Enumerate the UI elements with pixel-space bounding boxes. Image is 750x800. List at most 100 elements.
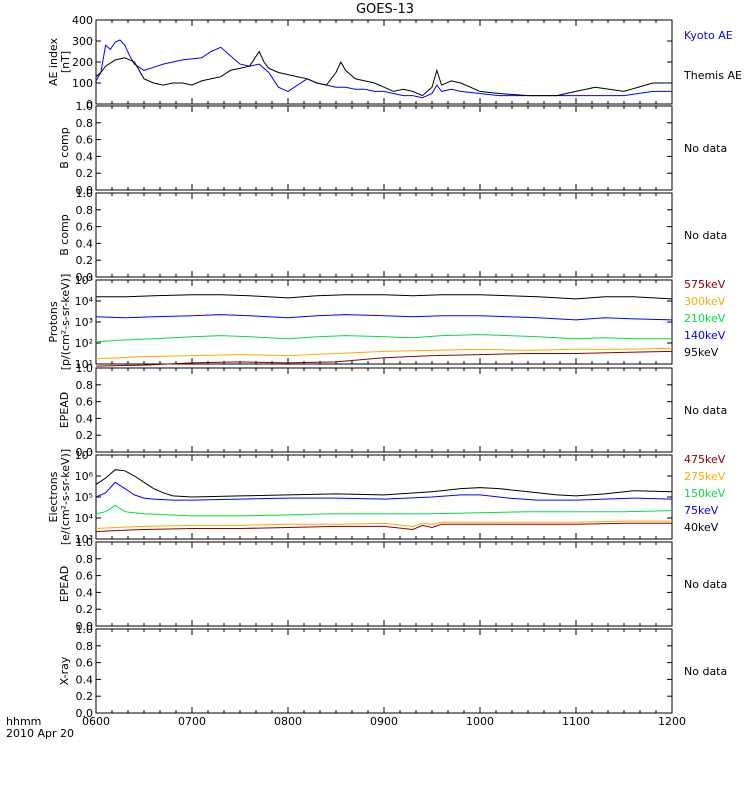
series-line-275kev xyxy=(95,520,672,529)
y-tick-label: 0.2 xyxy=(76,429,94,442)
x-tick-label: 1200 xyxy=(658,715,686,728)
y-tick-label: 0.0 xyxy=(76,620,94,633)
no-data-label: No data xyxy=(684,665,727,678)
series-line-140kev xyxy=(95,314,673,321)
y-axis-label: X-ray xyxy=(58,656,71,685)
y-tick-label: 0.8 xyxy=(76,640,94,653)
y-tick-label: 0.2 xyxy=(76,603,94,616)
y-tick-label: 0 xyxy=(86,98,93,111)
series-line-210kev xyxy=(95,334,672,343)
no-data-label: No data xyxy=(684,229,727,242)
time-axis: 0600 0700 0800 0900 1000 1100 1200 xyxy=(82,715,686,728)
legend-40kev: 40keV xyxy=(684,521,719,534)
y-tick-label: 1.0 xyxy=(76,623,94,636)
y-tick-label: 10⁴ xyxy=(75,512,94,525)
y-tick-label: 200 xyxy=(72,56,93,69)
no-data-label: No data xyxy=(684,578,727,591)
y-axis-label: Protons xyxy=(47,301,60,342)
y-axis-label: [p/(cm²-s-sr-keV)] xyxy=(59,274,72,371)
series-line-150kev xyxy=(95,504,673,517)
y-tick-label: 0.6 xyxy=(76,221,94,234)
legend-themis-ae: Themis AE xyxy=(683,69,742,82)
y-tick-label: 0.0 xyxy=(76,707,94,720)
legend-150kev: 150keV xyxy=(684,487,726,500)
panel-electrons: 10³ 10⁴ 10⁵ 10⁶ 10⁷ Electrons [e/(cm²-s-sr-keV… xyxy=(47,449,726,546)
no-data-label: No data xyxy=(684,404,727,417)
y-axis-label: [nT] xyxy=(59,51,72,73)
x-tick-label: 0700 xyxy=(178,715,206,728)
y-axis-label: B comp xyxy=(58,127,71,169)
y-axis-label: B comp xyxy=(58,214,71,256)
y-tick-label: 100 xyxy=(72,77,93,90)
y-axis-label: [e/(cm²-s-sr-keV)] xyxy=(59,449,72,545)
no-data-label: No data xyxy=(684,142,727,155)
y-tick-label: 0.4 xyxy=(76,237,94,250)
y-tick-label: 10⁵ xyxy=(75,491,93,504)
y-tick-label: 10³ xyxy=(75,316,93,329)
x-tick-label: 1000 xyxy=(466,715,494,728)
panel-bcomp2: 0.0 0.2 0.4 0.6 0.8 1.0 B comp No data xyxy=(58,187,727,284)
panel-xray: 0.0 0.2 0.4 0.6 0.8 1.0 X-ray No data xyxy=(58,623,727,720)
panel-frame xyxy=(95,628,673,714)
legend-kyoto-ae: Kyoto AE xyxy=(684,29,733,42)
y-tick-label: 1.0 xyxy=(76,536,94,549)
panel-frame xyxy=(95,367,673,453)
series-line-300kev xyxy=(95,347,673,360)
y-tick-label: 1.0 xyxy=(76,187,94,200)
series-line-40kev xyxy=(95,469,673,498)
panel-bcomp1: 0.0 0.2 0.4 0.6 0.8 1.0 B comp No data xyxy=(58,100,727,197)
series-line-475kev xyxy=(95,522,672,533)
y-tick-label: 0.8 xyxy=(76,379,94,392)
legend-475kev: 475keV xyxy=(684,453,726,466)
y-tick-label: 10¹ xyxy=(75,358,93,371)
y-tick-label: 0.4 xyxy=(76,412,94,425)
plot-title: GOES-13 xyxy=(356,2,414,17)
y-axis-label: Electrons xyxy=(47,471,60,522)
y-axis-label: AE index xyxy=(47,37,60,86)
y-tick-label: 0.6 xyxy=(76,657,94,670)
legend-75kev: 75keV xyxy=(684,504,719,517)
legend-275kev: 275keV xyxy=(684,470,726,483)
y-tick-label: 10⁴ xyxy=(75,295,94,308)
y-tick-label: 0.8 xyxy=(76,204,94,217)
y-tick-label: 0.2 xyxy=(76,167,94,180)
y-axis-label: EPEAD xyxy=(58,392,71,429)
y-tick-label: 0.4 xyxy=(76,150,94,163)
y-tick-label: 0.0 xyxy=(76,184,94,197)
series-line-75kev xyxy=(95,481,673,501)
y-tick-label: 0.6 xyxy=(76,396,94,409)
y-tick-label: 0.8 xyxy=(76,553,94,566)
y-tick-label: 10³ xyxy=(75,533,93,546)
y-tick-label: 0.8 xyxy=(76,117,94,130)
time-axis-label-date: 2010 Apr 20 xyxy=(6,727,74,740)
series-line-575kev xyxy=(95,350,673,367)
y-tick-label: 0.2 xyxy=(76,254,94,267)
legend-575kev: 575keV xyxy=(684,278,726,291)
y-tick-label: 0.6 xyxy=(76,134,94,147)
y-tick-label: 10⁵ xyxy=(75,274,93,287)
panels: 0 100 200 300 400 AE index [nT] Kyoto AE Themis … xyxy=(47,14,742,728)
legend-210kev: 210keV xyxy=(684,312,726,325)
series-line-95kev xyxy=(96,294,673,300)
panel-epead2: 0.0 0.2 0.4 0.6 0.8 1.0 EPEAD No data xyxy=(58,536,727,633)
y-tick-label: 0.4 xyxy=(76,586,94,599)
y-tick-label: 0.2 xyxy=(76,690,94,703)
x-tick-label: 1100 xyxy=(562,715,590,728)
y-tick-label: 10² xyxy=(75,337,93,350)
series-line-kyoto-ae xyxy=(95,39,672,99)
panel-epead1: 0.0 0.2 0.4 0.6 0.8 1.0 EPEAD No data xyxy=(58,362,727,459)
y-tick-label: 10⁷ xyxy=(75,449,93,462)
legend-140kev: 140keV xyxy=(684,329,726,342)
y-tick-label: 0.0 xyxy=(76,271,94,284)
panel-frame xyxy=(95,541,673,627)
panel-protons: 10¹ 10² 10³ 10⁴ 10⁵ Protons [p/(cm²-s-sr-keV)]… xyxy=(47,274,726,371)
x-tick-label: 0900 xyxy=(370,715,398,728)
y-tick-label: 1.0 xyxy=(76,362,94,375)
legend-95kev: 95keV xyxy=(684,346,719,359)
time-axis-label-hhmm: hhmm xyxy=(6,715,41,728)
legend-300kev: 300keV xyxy=(684,295,726,308)
panel-frame xyxy=(95,192,673,278)
series-line-themis-ae xyxy=(95,50,672,97)
y-tick-label: 1.0 xyxy=(76,100,94,113)
